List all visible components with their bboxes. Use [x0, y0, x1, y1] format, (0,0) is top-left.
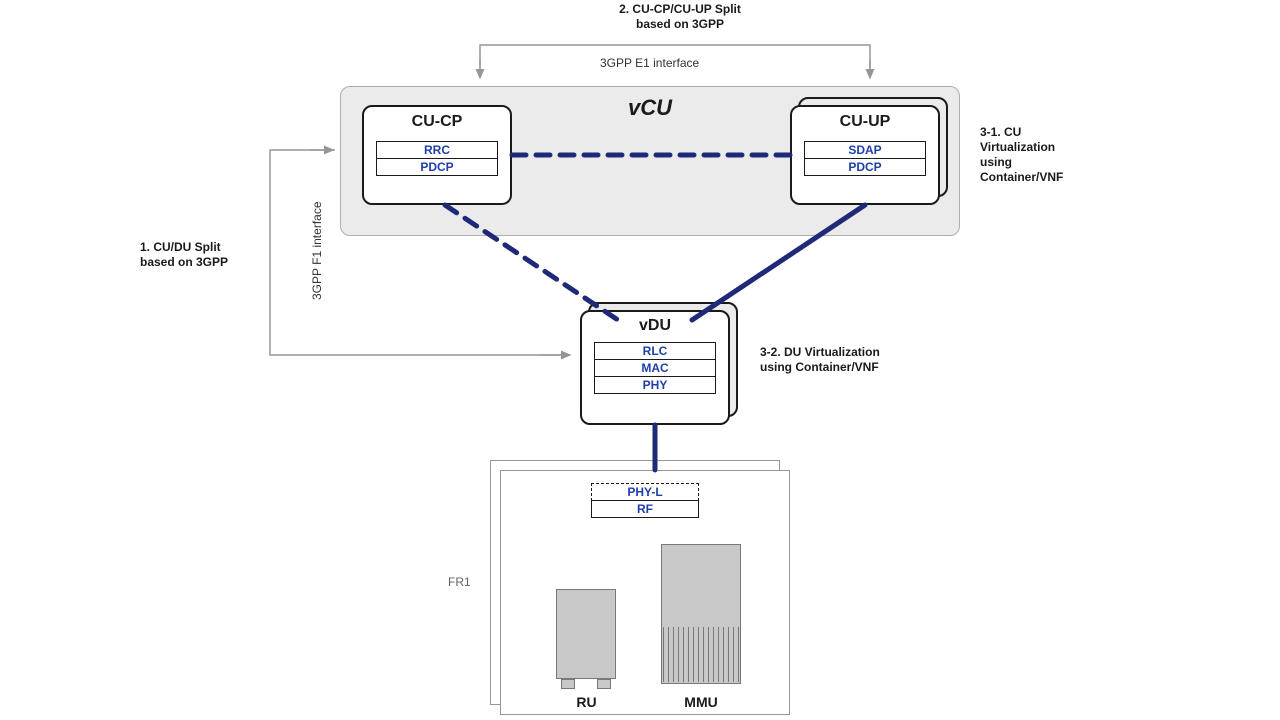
cu-up-title-text: CU-UP	[840, 113, 891, 130]
vdu-layer-rlc: RLC	[594, 342, 716, 360]
annotation-1: 1. CU/DU Split based on 3GPP	[140, 240, 260, 270]
cu-cp-stack: RRC PDCP	[376, 141, 498, 176]
fr-box: PHY-L RF RU MMU	[500, 470, 790, 715]
ru-foot-l	[561, 679, 575, 689]
fr1-label-text: FR1	[448, 575, 471, 589]
f1-interface-text: 3GPP F1 interface	[310, 202, 324, 301]
cu-up-stack: SDAP PDCP	[804, 141, 926, 176]
vdu-layer-mac: MAC	[594, 360, 716, 377]
vdu-layer-phy: PHY	[594, 377, 716, 394]
fr1-label: FR1	[448, 575, 471, 589]
cu-cp-layer-rrc: RRC	[376, 141, 498, 159]
fr-layer-phyl: PHY-L	[591, 483, 699, 501]
cu-cp-title: CU-CP	[364, 113, 510, 131]
ru-label: RU	[559, 694, 614, 710]
vdu-title-text: vDU	[639, 317, 671, 334]
mmu-grille	[663, 627, 739, 682]
fr-stack: PHY-L RF	[591, 483, 699, 518]
mmu-label: MMU	[661, 694, 741, 710]
f1-interface-label: 3GPP F1 interface	[310, 202, 324, 301]
annotation-3-1-text: 3-1. CU Virtualization using Container/V…	[980, 125, 1063, 184]
annotation-3-2-text: 3-2. DU Virtualization using Container/V…	[760, 345, 880, 374]
e1-interface-label: 3GPP E1 interface	[600, 56, 699, 70]
e1-interface-text: 3GPP E1 interface	[600, 56, 699, 70]
vdu-panel: vDU RLC MAC PHY	[580, 310, 730, 425]
ru-foot-r	[597, 679, 611, 689]
ru-hardware	[556, 589, 616, 679]
cu-cp-layer-pdcp: PDCP	[376, 159, 498, 176]
ru-label-text: RU	[576, 694, 596, 710]
fr-layer-rf: RF	[591, 501, 699, 518]
vcu-title-text: vCU	[628, 95, 672, 120]
annotation-3-1: 3-1. CU Virtualization using Container/V…	[980, 125, 1110, 185]
cu-up-title: CU-UP	[792, 113, 938, 131]
annotation-2-text: 2. CU-CP/CU-UP Split based on 3GPP	[619, 2, 741, 31]
vdu-stack: RLC MAC PHY	[594, 342, 716, 394]
cu-up-panel: CU-UP SDAP PDCP	[790, 105, 940, 205]
cu-cp-title-text: CU-CP	[412, 113, 463, 130]
vdu-title: vDU	[582, 317, 728, 335]
annotation-3-2: 3-2. DU Virtualization using Container/V…	[760, 345, 940, 375]
cu-cp-panel: CU-CP RRC PDCP	[362, 105, 512, 205]
vcu-title: vCU	[600, 95, 700, 121]
annotation-2: 2. CU-CP/CU-UP Split based on 3GPP	[570, 2, 790, 32]
cu-up-layer-pdcp: PDCP	[804, 159, 926, 176]
annotation-1-text: 1. CU/DU Split based on 3GPP	[140, 240, 228, 269]
cu-up-layer-sdap: SDAP	[804, 141, 926, 159]
mmu-label-text: MMU	[684, 694, 717, 710]
